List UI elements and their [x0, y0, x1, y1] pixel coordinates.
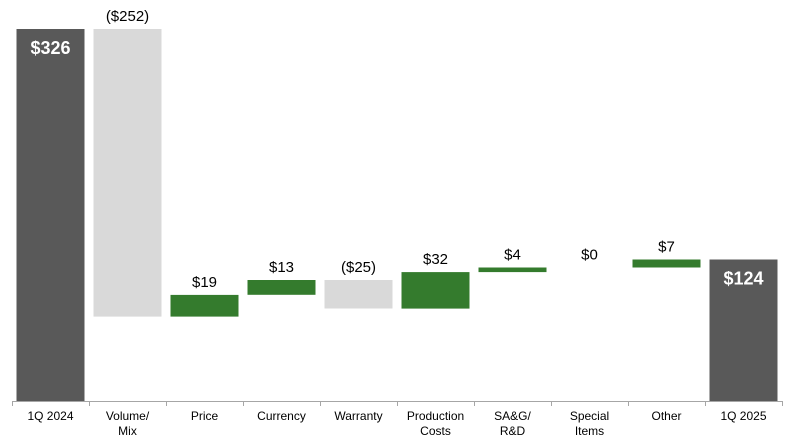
bar-other	[632, 259, 701, 268]
data-label: $32	[423, 251, 448, 268]
data-label: $7	[658, 239, 675, 256]
data-label: $0	[581, 247, 598, 264]
bar-production-costs	[401, 272, 470, 309]
bar-1q-2024	[16, 29, 85, 401]
data-label: $124	[723, 269, 763, 289]
category-label: 1Q 2024	[27, 409, 73, 423]
data-label: ($25)	[341, 259, 376, 276]
category-label: Warranty	[334, 409, 382, 423]
data-label: $19	[192, 274, 217, 291]
category-label: 1Q 2025	[720, 409, 766, 423]
category-label: Production Costs	[407, 409, 464, 438]
bar-currency	[247, 280, 316, 295]
data-label: $4	[504, 247, 521, 264]
category-label: Volume/Mix	[106, 409, 150, 438]
category-label: SA&G/R&D	[494, 409, 531, 438]
category-label: Special Items	[570, 409, 609, 438]
category-label: Currency	[257, 409, 306, 423]
bar-warranty	[324, 280, 393, 309]
bar-price	[170, 294, 239, 317]
category-label: Price	[191, 409, 219, 423]
data-label: $13	[269, 259, 294, 276]
bar-1q-2025	[709, 259, 778, 401]
bar-volume-mix	[93, 29, 162, 317]
data-label: $326	[30, 38, 70, 58]
data-label: ($252)	[106, 8, 149, 25]
bar-sa-g-r-d	[478, 267, 547, 273]
category-label: Other	[651, 409, 681, 423]
